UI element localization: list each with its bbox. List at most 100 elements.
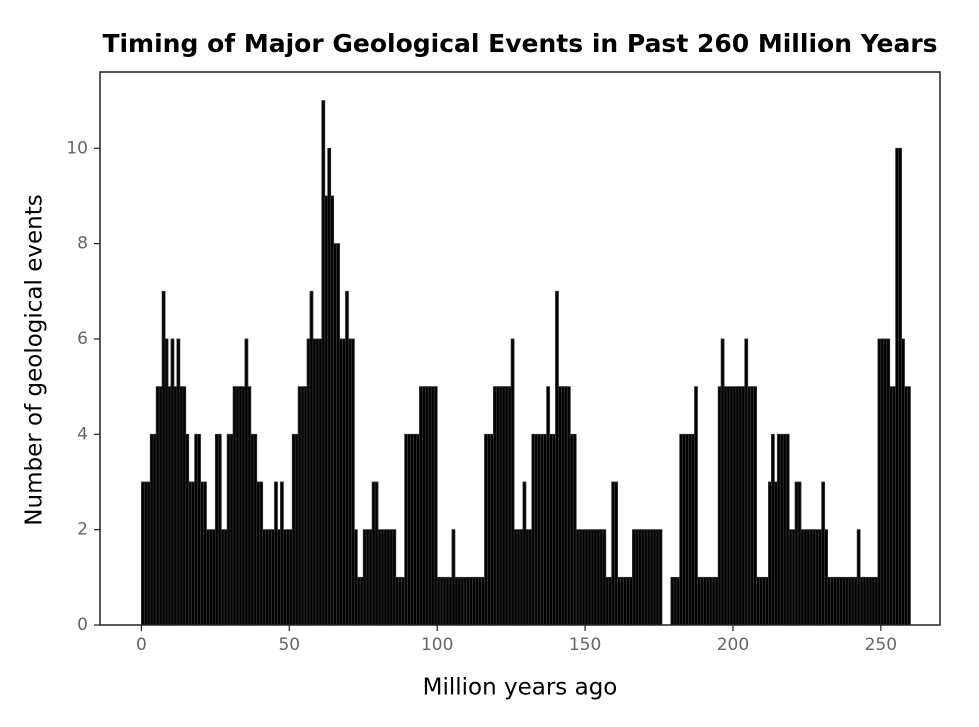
bar xyxy=(590,529,595,626)
bar xyxy=(194,433,199,626)
bar xyxy=(581,529,586,626)
bar xyxy=(611,481,616,626)
bar xyxy=(158,386,163,626)
bar xyxy=(587,529,592,626)
bar xyxy=(280,481,284,626)
bar xyxy=(223,529,228,626)
bar xyxy=(469,576,474,626)
bar xyxy=(315,338,320,626)
bar xyxy=(679,433,684,626)
bar xyxy=(359,576,364,626)
bar xyxy=(747,386,752,626)
bar xyxy=(596,529,601,626)
bar xyxy=(327,147,332,626)
bar xyxy=(410,433,414,626)
bar xyxy=(197,433,201,626)
bar xyxy=(516,529,521,626)
bar xyxy=(702,576,707,626)
bar xyxy=(492,386,497,626)
bar xyxy=(750,386,755,626)
bar xyxy=(342,338,346,626)
x-tick-label: 250 xyxy=(865,635,897,655)
bar xyxy=(756,576,760,626)
bar xyxy=(889,386,894,626)
bar xyxy=(812,529,817,626)
bar xyxy=(282,529,287,626)
bar xyxy=(776,433,781,626)
bar xyxy=(649,529,654,626)
bar xyxy=(593,529,598,626)
bar xyxy=(584,529,589,626)
bar xyxy=(833,576,837,626)
bar xyxy=(714,576,719,626)
bar xyxy=(288,529,293,626)
bar xyxy=(803,529,808,626)
bar xyxy=(395,576,400,626)
bar xyxy=(365,529,370,626)
bar xyxy=(569,433,574,626)
bar xyxy=(575,529,580,626)
bar xyxy=(892,386,897,626)
bar xyxy=(149,433,154,626)
bar xyxy=(421,386,426,626)
bar xyxy=(501,386,506,626)
bar xyxy=(773,481,778,626)
bar xyxy=(259,481,264,626)
bar xyxy=(209,529,213,626)
bar xyxy=(271,529,275,626)
bar xyxy=(821,481,826,626)
bar xyxy=(466,576,471,626)
bar xyxy=(732,386,737,626)
bar xyxy=(670,576,675,626)
bar xyxy=(291,433,296,626)
bar xyxy=(495,386,500,626)
x-tick-label: 100 xyxy=(421,635,453,655)
y-tick-label: 10 xyxy=(66,138,88,158)
bar xyxy=(277,529,281,626)
bar xyxy=(904,386,908,626)
bar xyxy=(744,338,749,626)
bar xyxy=(691,433,695,626)
bar xyxy=(880,338,885,626)
bar xyxy=(847,576,852,626)
bar xyxy=(179,386,184,626)
bar xyxy=(868,576,873,626)
bar xyxy=(655,529,660,626)
bar xyxy=(694,386,698,626)
bar xyxy=(214,433,219,626)
bar xyxy=(454,576,459,626)
bar xyxy=(368,529,373,626)
bar xyxy=(791,529,796,626)
y-tick-label: 8 xyxy=(77,234,88,254)
bar xyxy=(424,386,429,626)
bar xyxy=(460,576,465,626)
bar xyxy=(442,576,447,626)
bar xyxy=(525,529,530,626)
bar xyxy=(682,433,687,626)
bar xyxy=(507,386,512,626)
bar xyxy=(531,433,536,626)
bar xyxy=(762,576,766,626)
bar xyxy=(274,481,278,626)
bar xyxy=(217,433,222,626)
bar xyxy=(380,529,385,626)
bar xyxy=(430,386,435,626)
x-axis-label: Million years ago xyxy=(423,675,618,701)
bar xyxy=(753,386,758,626)
bar xyxy=(484,433,488,626)
bar xyxy=(614,481,619,626)
bar xyxy=(723,386,728,626)
bar xyxy=(844,576,849,626)
bar xyxy=(708,576,713,626)
bar xyxy=(407,433,411,626)
bar xyxy=(862,576,867,626)
bar xyxy=(487,433,491,626)
bar xyxy=(685,433,689,626)
bar xyxy=(241,386,246,626)
bar xyxy=(765,576,769,626)
bar xyxy=(895,147,899,626)
bar xyxy=(800,529,805,626)
x-tick-label: 0 xyxy=(136,635,147,655)
bar xyxy=(827,576,831,626)
bar xyxy=(463,576,468,626)
